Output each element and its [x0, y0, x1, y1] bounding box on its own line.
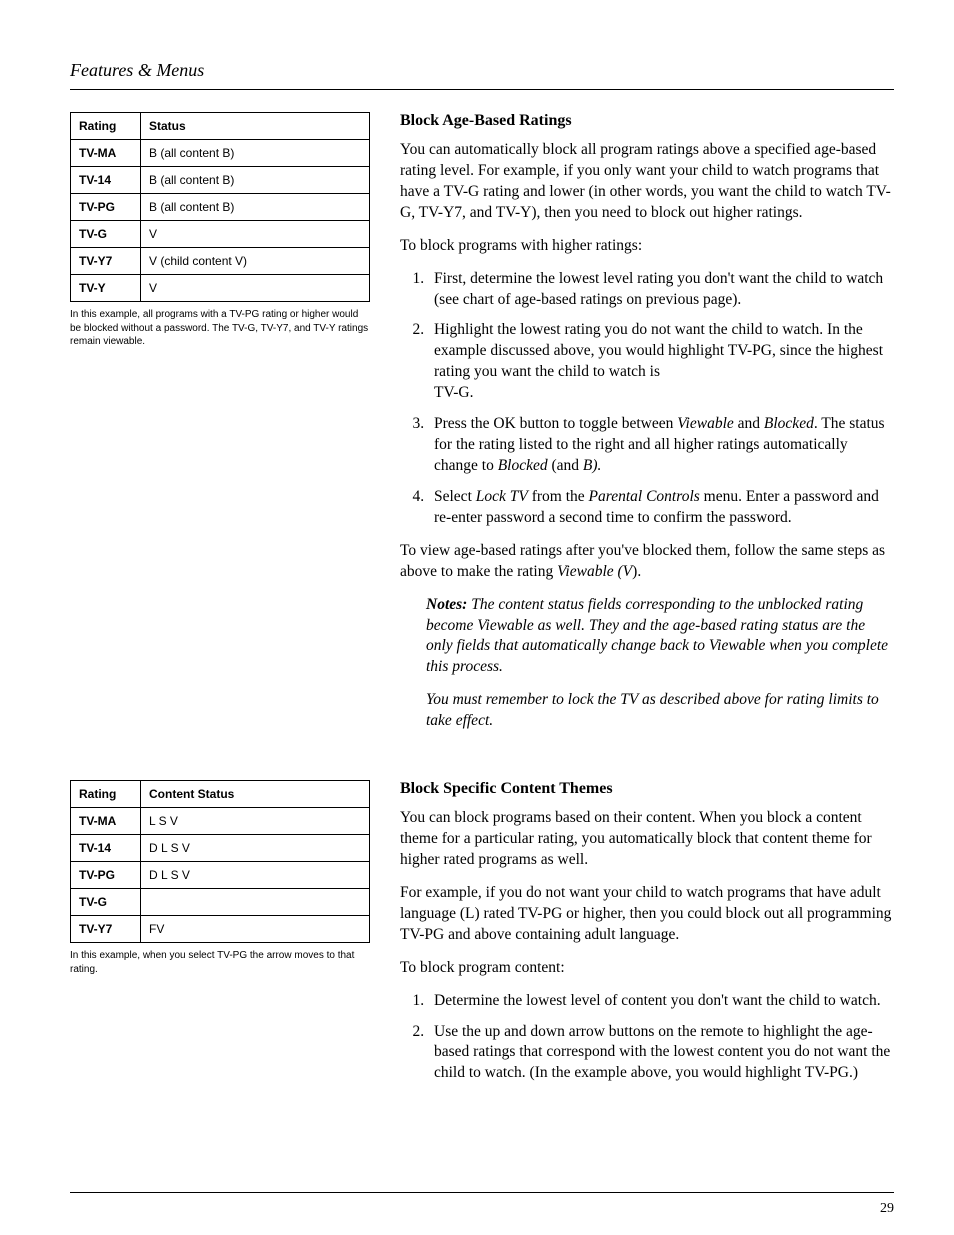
step-2: Highlight the lowest rating you do not w…: [428, 320, 894, 404]
left-column-2: Rating Content Status TV-MAL S V TV-14D …: [70, 780, 370, 1096]
cell-rating: TV-G: [71, 221, 141, 248]
step-2-text: Highlight the lowest rating you do not w…: [434, 321, 883, 380]
section-title-2: Block Specific Content Themes: [400, 780, 894, 798]
note-2: You must remember to lock the TV as desc…: [426, 690, 894, 732]
table-row: TV-PGB (all content B): [71, 194, 370, 221]
table-row: TV-PGD L S V: [71, 862, 370, 889]
t-italic: Blocked: [498, 457, 548, 474]
step-4: Select Lock TV from the Parental Control…: [428, 487, 894, 529]
intro-paragraph: You can automatically block all program …: [400, 140, 894, 224]
step-1: First, determine the lowest level rating…: [428, 269, 894, 311]
cell-rating: TV-Y7: [71, 248, 141, 275]
cell-rating: TV-G: [71, 889, 141, 916]
section-title-1: Block Age-Based Ratings: [400, 112, 894, 130]
t: ).: [632, 563, 641, 580]
t: Press the OK button to toggle between: [434, 415, 677, 432]
cell-rating: TV-PG: [71, 862, 141, 889]
running-header: Features & Menus: [70, 60, 894, 81]
page: Features & Menus Rating Status TV-MAB (a…: [0, 0, 954, 1235]
table-row: TV-MAB (all content B): [71, 140, 370, 167]
cell-status: D L S V: [141, 835, 370, 862]
cell-rating: TV-Y: [71, 275, 141, 302]
table-1-caption: In this example, all programs with a TV-…: [70, 308, 370, 349]
table-row: TV-14B (all content B): [71, 167, 370, 194]
t-italic: Blocked: [764, 415, 814, 432]
table-row: TV-Y7V (child content V): [71, 248, 370, 275]
cell-status: B (all content B): [141, 194, 370, 221]
cell-rating: TV-MA: [71, 808, 141, 835]
t: Select: [434, 488, 476, 505]
t-italic: Lock TV: [476, 488, 528, 505]
table-row: TV-MAL S V: [71, 808, 370, 835]
t-italic: Viewable: [677, 415, 734, 432]
step-3: Press the OK button to toggle between Vi…: [428, 414, 894, 477]
section-content-block: Rating Content Status TV-MAL S V TV-14D …: [70, 780, 894, 1096]
cell-status: B (all content B): [141, 140, 370, 167]
after-steps: To view age-based ratings after you've b…: [400, 541, 894, 583]
note-1: Notes: The content status fields corresp…: [426, 595, 894, 679]
steps-list-1: First, determine the lowest level rating…: [400, 269, 894, 529]
table-row: TV-YV: [71, 275, 370, 302]
cell-status: V: [141, 275, 370, 302]
table-row: TV-14D L S V: [71, 835, 370, 862]
col-rating: Rating: [71, 781, 141, 808]
intro-paragraph-2: You can block programs based on their co…: [400, 808, 894, 871]
col-rating: Rating: [71, 113, 141, 140]
right-column: Block Age-Based Ratings You can automati…: [400, 112, 894, 744]
cell-status: L S V: [141, 808, 370, 835]
cell-rating: TV-Y7: [71, 916, 141, 943]
t-italic: B).: [583, 457, 602, 474]
t-italic: Parental Controls: [589, 488, 700, 505]
steps-list-2: Determine the lowest level of content yo…: [400, 991, 894, 1085]
t-italic: Viewable (V: [557, 563, 632, 580]
cell-status: FV: [141, 916, 370, 943]
step-2: Use the up and down arrow buttons on the…: [428, 1022, 894, 1085]
cell-rating: TV-PG: [71, 194, 141, 221]
right-column-2: Block Specific Content Themes You can bl…: [400, 780, 894, 1096]
t: and: [734, 415, 764, 432]
cell-status: B (all content B): [141, 167, 370, 194]
cell-rating: TV-14: [71, 835, 141, 862]
lead-in: To block programs with higher ratings:: [400, 236, 894, 257]
example-paragraph: For example, if you do not want your chi…: [400, 883, 894, 946]
note-1-body: The content status fields corresponding …: [426, 596, 888, 676]
table-2-caption: In this example, when you select TV-PG t…: [70, 949, 370, 976]
table-header-row: Rating Content Status: [71, 781, 370, 808]
cell-status: V: [141, 221, 370, 248]
cell-rating: TV-MA: [71, 140, 141, 167]
header-rule: [70, 89, 894, 90]
notes-label: Notes:: [426, 596, 467, 613]
col-status: Status: [141, 113, 370, 140]
step-2-tail: TV-G.: [434, 384, 473, 401]
t: (and: [548, 457, 583, 474]
table-header-row: Rating Status: [71, 113, 370, 140]
table-row: TV-GV: [71, 221, 370, 248]
cell-rating: TV-14: [71, 167, 141, 194]
cell-status: D L S V: [141, 862, 370, 889]
t: from the: [528, 488, 589, 505]
table-row: TV-Y7FV: [71, 916, 370, 943]
t: To view age-based ratings after you've b…: [400, 542, 885, 580]
cell-status: V (child content V): [141, 248, 370, 275]
notes-block: Notes: The content status fields corresp…: [426, 595, 894, 733]
lead-in-2: To block program content:: [400, 958, 894, 979]
footer-rule: [70, 1192, 894, 1193]
step-1: Determine the lowest level of content yo…: [428, 991, 894, 1012]
table-row: TV-G: [71, 889, 370, 916]
ratings-table-1: Rating Status TV-MAB (all content B) TV-…: [70, 112, 370, 302]
ratings-table-2: Rating Content Status TV-MAL S V TV-14D …: [70, 780, 370, 943]
left-column: Rating Status TV-MAB (all content B) TV-…: [70, 112, 370, 744]
cell-status: [141, 889, 370, 916]
section-age-block: Rating Status TV-MAB (all content B) TV-…: [70, 112, 894, 744]
col-content-status: Content Status: [141, 781, 370, 808]
page-number: 29: [880, 1201, 894, 1217]
